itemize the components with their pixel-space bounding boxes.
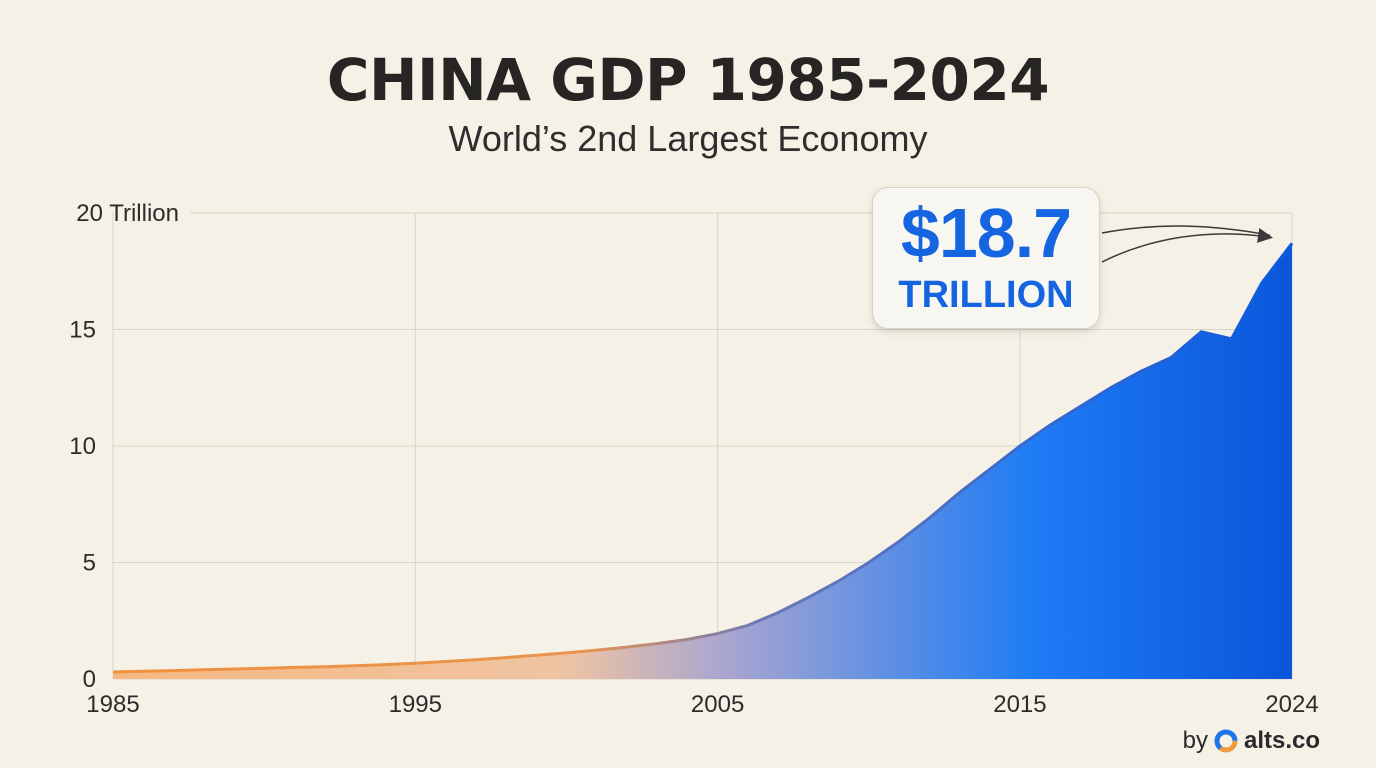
credit-by: by [1182,727,1208,754]
callout-arrow-path [1101,225,1271,237]
x-tick-label: 2024 [1265,691,1318,718]
y-tick-label: 15 [69,317,96,344]
gdp-callout: $18.7 TRILLION [872,187,1100,329]
series-area [112,242,1294,680]
y-tick-label: 5 [83,550,96,577]
gdp-line [112,242,1294,674]
y-tick-label: 20 Trillion [76,200,179,227]
gdp-area [113,243,1292,680]
credit: by alts.co [1183,726,1320,756]
callout-value: $18.7 [900,194,1072,272]
callout-unit: TRILLION [898,274,1074,316]
x-tick-label: 1995 [389,691,442,718]
callout-arrow-path [1101,228,1273,263]
x-tick-label: 2015 [993,691,1046,718]
callout-arrow [1101,225,1273,263]
y-tick-label: 0 [83,666,96,693]
alts-logo-icon [1214,729,1238,753]
x-tick-label: 2005 [691,691,744,718]
chart-title: CHINA GDP 1985-2024 [326,46,1050,114]
y-tick-labels: 0 5 10 15 20 Trillion [69,200,179,693]
chart-subtitle: World’s 2nd Largest Economy [448,118,928,159]
credit-brand[interactable]: alts.co [1243,727,1320,754]
y-tick-label: 10 [69,433,96,460]
x-tick-labels: 1985 1995 2005 2015 2024 [86,691,1318,718]
x-tick-label: 1985 [86,691,139,718]
